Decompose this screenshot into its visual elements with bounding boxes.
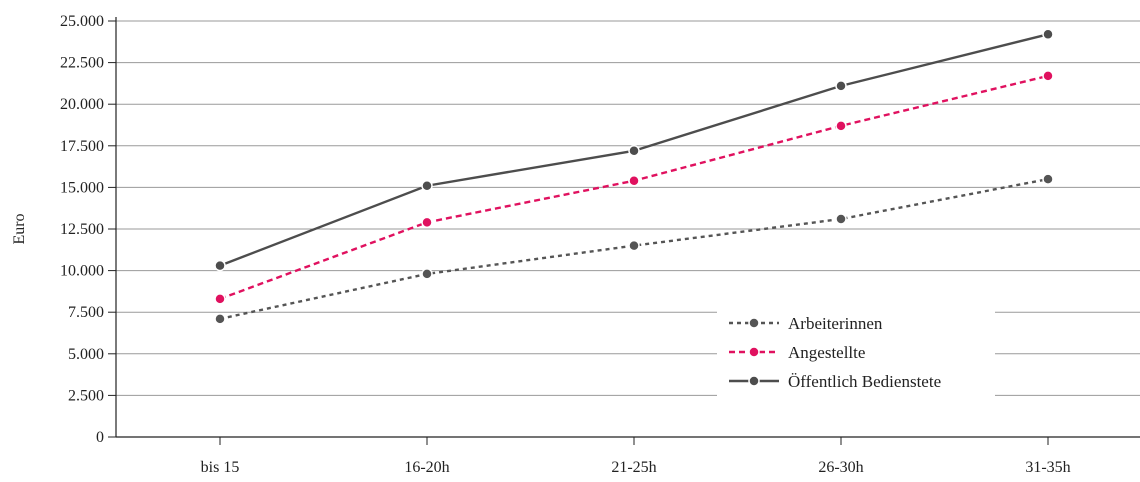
y-tick-label: 0 [96, 429, 104, 446]
y-tick-label: 2.500 [68, 387, 104, 404]
series-1 [214, 70, 1054, 305]
y-tick-label: 20.000 [60, 96, 104, 113]
x-tick-label: 31-35h [1025, 459, 1070, 476]
y-tick-label: 10.000 [60, 263, 104, 280]
y-tick-label: 12.500 [60, 221, 104, 238]
legend-label: Öffentlich Bedienstete [788, 372, 941, 391]
x-axis-ticks: bis 15 16-20h 21-25h 26-30h 31-35h [201, 437, 1071, 476]
data-point [1042, 28, 1054, 41]
axes [115, 17, 1140, 438]
data-point [421, 216, 433, 229]
x-tick-label: 26-30h [818, 459, 863, 476]
y-axis-title: Euro [11, 213, 28, 244]
legend-marker [748, 346, 760, 358]
series-group [214, 28, 1054, 325]
data-point [421, 268, 433, 280]
series-line [219, 177, 1049, 321]
data-point [628, 174, 640, 187]
data-point [835, 213, 847, 225]
data-point [214, 293, 226, 305]
data-point [421, 179, 433, 192]
data-point [628, 239, 640, 252]
y-tick-label: 15.000 [60, 179, 104, 196]
legend-marker [748, 317, 760, 329]
x-tick-label: 21-25h [611, 459, 656, 476]
data-point [835, 80, 847, 92]
y-axis-ticks: 0 2.500 5.000 7.500 10.000 12.500 15.000 17.500… [60, 13, 116, 446]
y-tick-label: 25.000 [60, 13, 104, 30]
y-tick-label: 17.500 [60, 138, 104, 155]
data-point [835, 120, 847, 132]
series-0 [214, 173, 1054, 325]
data-point [1042, 173, 1054, 185]
legend: Arbeiterinnen Angestellte Öffentlich Bedie… [717, 306, 995, 402]
data-point [628, 145, 640, 157]
y-tick-label: 22.500 [60, 55, 104, 72]
data-point [1042, 70, 1054, 82]
y-tick-label: 7.500 [68, 304, 104, 321]
y-tick-label: 5.000 [68, 346, 104, 363]
data-point [214, 259, 226, 272]
legend-label: Arbeiterinnen [788, 314, 883, 333]
series-2 [214, 28, 1054, 272]
grid-lines [116, 20, 1140, 396]
x-tick-label: 16-20h [404, 459, 449, 476]
x-tick-label: bis 15 [201, 459, 240, 476]
legend-marker [748, 375, 760, 387]
data-point [214, 313, 226, 325]
legend-label: Angestellte [788, 343, 865, 362]
